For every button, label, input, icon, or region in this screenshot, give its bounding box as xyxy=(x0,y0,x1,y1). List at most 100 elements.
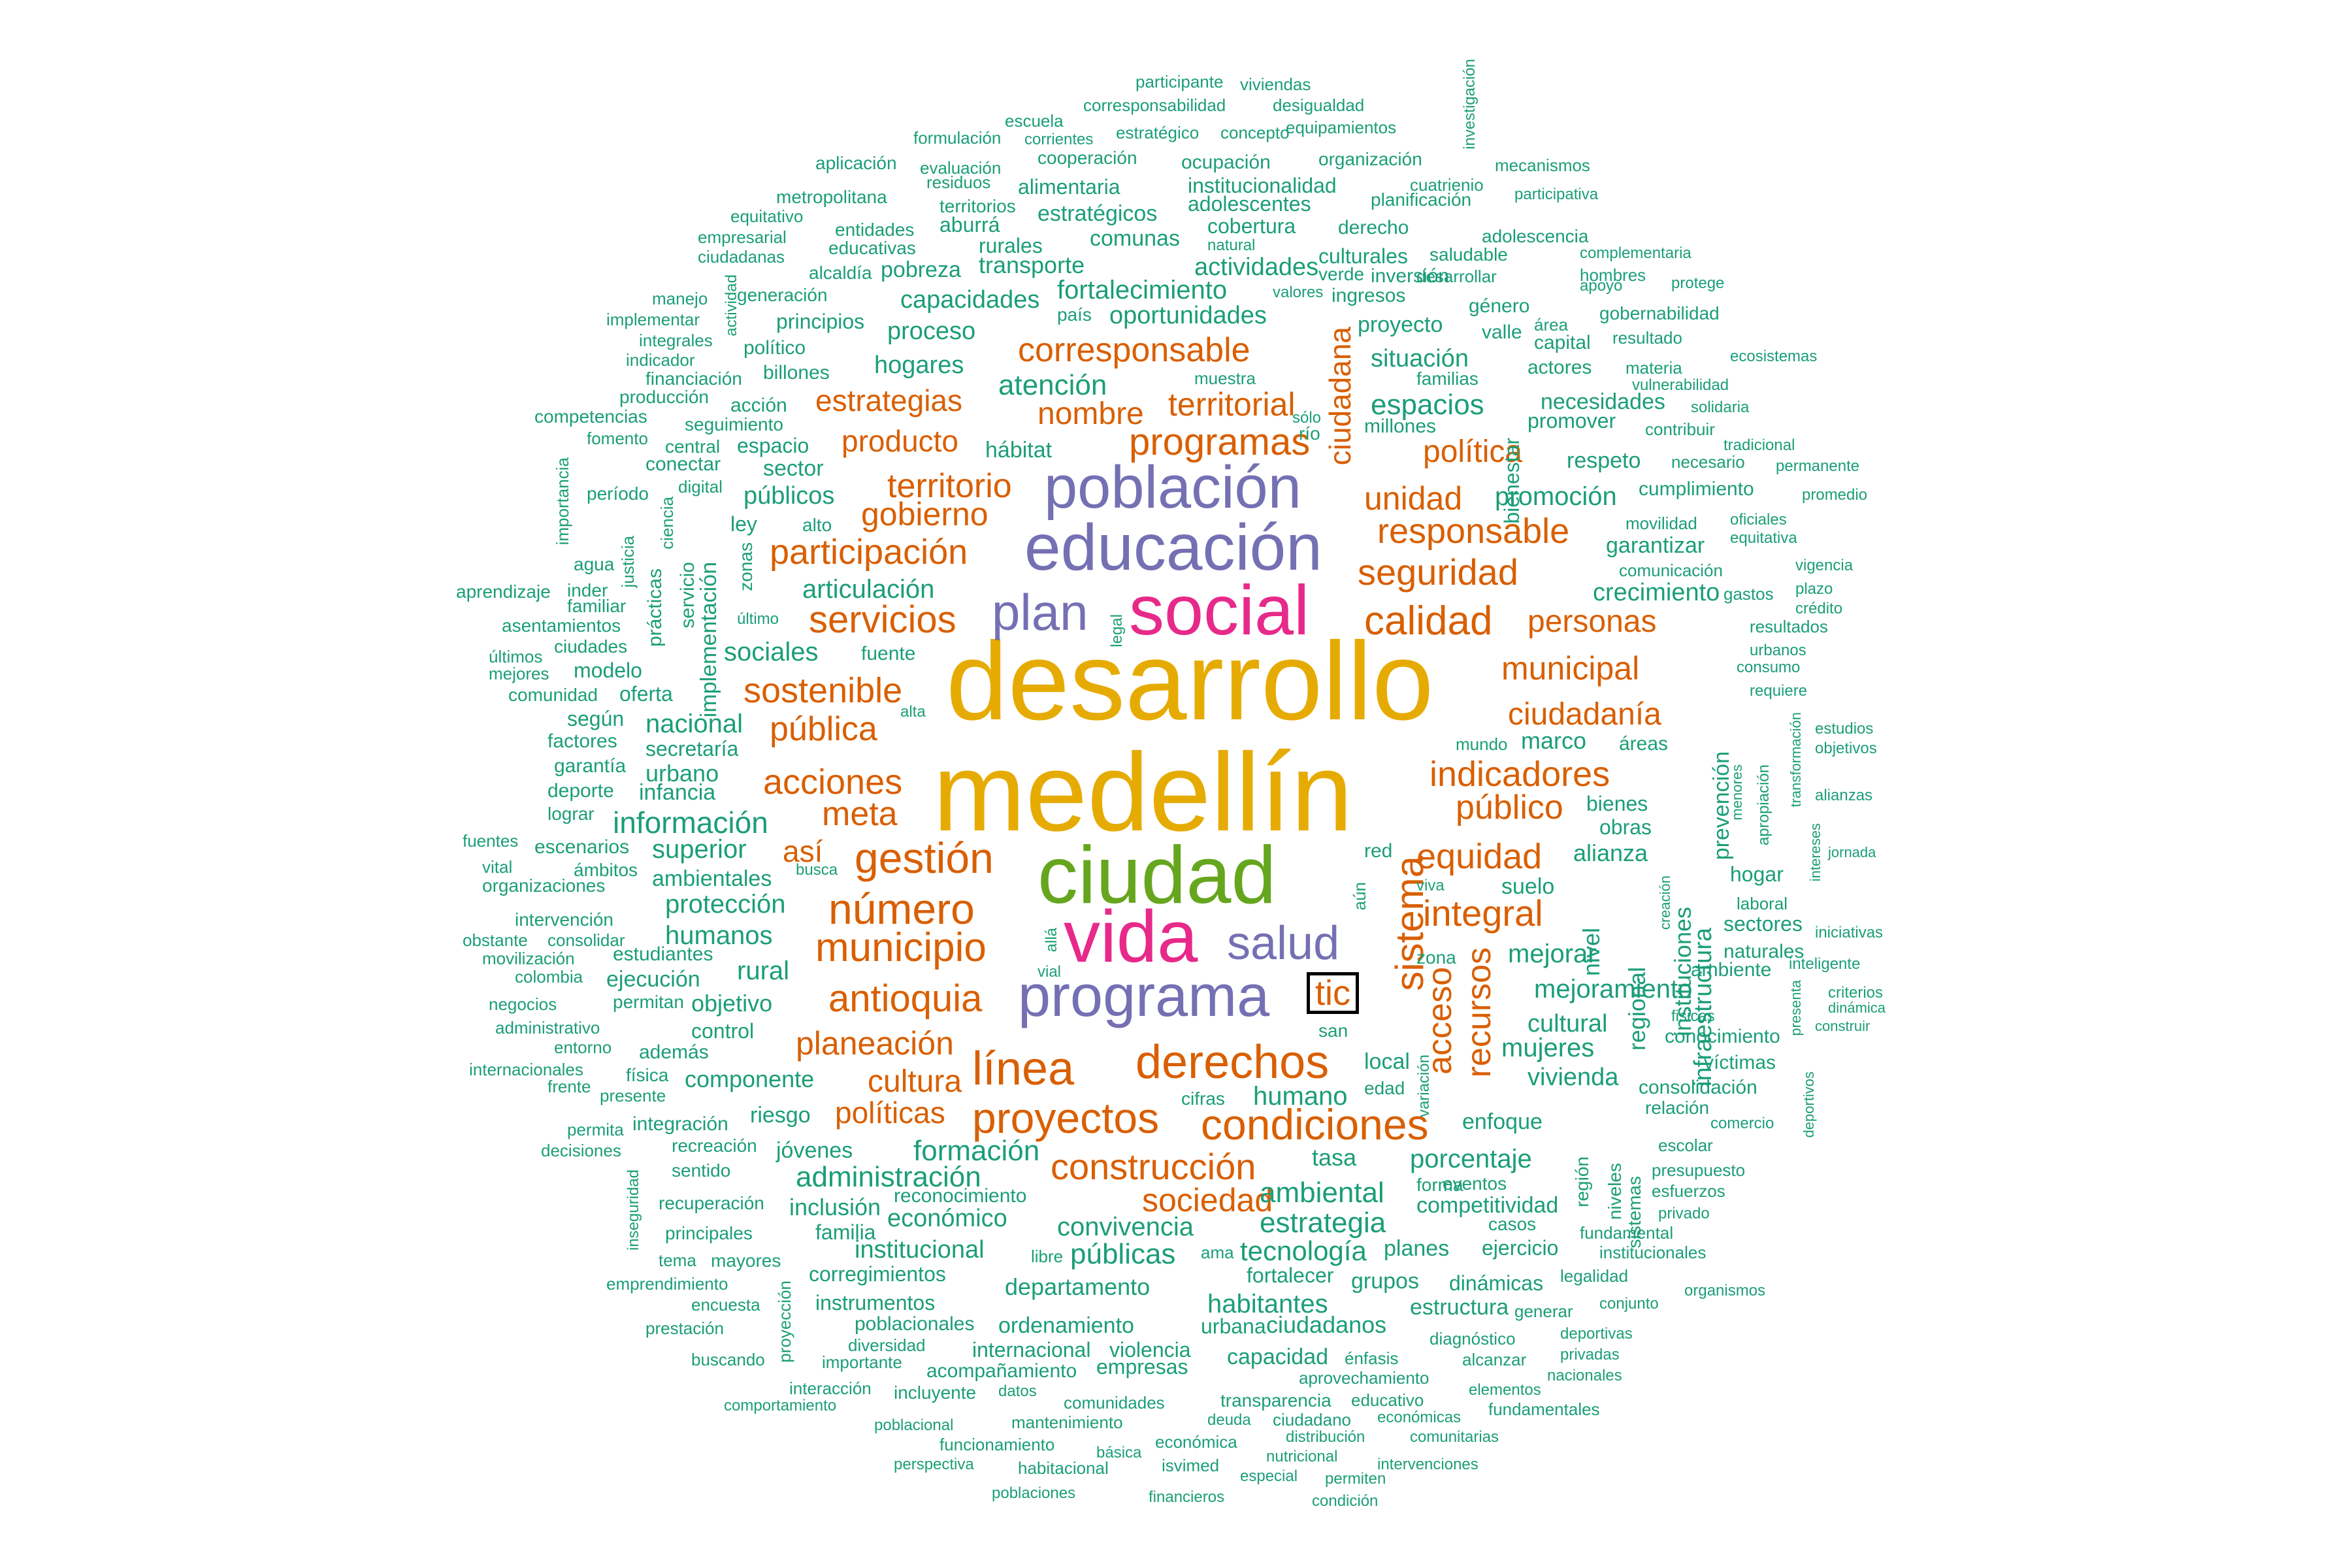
word-deuda: deuda xyxy=(1207,1411,1251,1429)
word-equitativo: equitativo xyxy=(730,206,804,226)
word-componente: componente xyxy=(685,1066,815,1092)
word-nutricional: nutricional xyxy=(1266,1448,1338,1465)
word-ecosistemas: ecosistemas xyxy=(1730,348,1818,365)
word-informacion: información xyxy=(613,806,768,840)
word-solo: sólo xyxy=(1292,409,1322,427)
word-empresarial: empresarial xyxy=(698,227,787,247)
word-solidaria: solidaria xyxy=(1691,399,1750,416)
word-servicios: servicios xyxy=(809,598,956,641)
word-participacion: participación xyxy=(770,532,968,572)
word-programas: programas xyxy=(1129,421,1311,463)
word-administracion: administración xyxy=(796,1161,981,1193)
word-linea: línea xyxy=(972,1043,1075,1095)
word-promedio: promedio xyxy=(1802,486,1868,504)
word-participante: participante xyxy=(1135,72,1224,91)
word-administrativo: administrativo xyxy=(495,1018,600,1037)
word-victimas: víctimas xyxy=(1704,1052,1776,1073)
word-interaccion: interacción xyxy=(789,1379,872,1398)
word-practicas: prácticas xyxy=(644,568,666,647)
word-buscando: buscando xyxy=(691,1350,765,1369)
word-municipal: municipal xyxy=(1501,650,1640,687)
word-formulacion: formulación xyxy=(913,128,1002,148)
word-privadas: privadas xyxy=(1560,1346,1620,1364)
word-organismos: organismos xyxy=(1684,1282,1766,1299)
word-social: social xyxy=(1129,570,1310,649)
word-oferta: oferta xyxy=(619,682,673,706)
word-variacion: variación xyxy=(1415,1054,1433,1118)
word-enfasis: énfasis xyxy=(1345,1348,1399,1368)
word-politico: político xyxy=(743,337,806,359)
word-comunitarias: comunitarias xyxy=(1410,1428,1499,1446)
word-comunas: comunas xyxy=(1090,226,1180,251)
word-seguridad: seguridad xyxy=(1358,551,1518,593)
word-economica: económica xyxy=(1155,1432,1237,1452)
word-educativas: educativas xyxy=(828,238,916,258)
word-importancia: importancia xyxy=(553,457,572,546)
word-comunicacion: comunicación xyxy=(1619,561,1723,580)
word-deporte: deporte xyxy=(547,780,614,802)
word-cifras: cifras xyxy=(1181,1088,1225,1109)
word-implementacion: implementación xyxy=(696,562,721,718)
word-espacios: espacios xyxy=(1371,389,1484,421)
word-unidad: unidad xyxy=(1364,480,1463,517)
word-red: red xyxy=(1364,840,1393,862)
word-planeacion: planeación xyxy=(796,1025,954,1062)
word-educacion: educación xyxy=(1024,511,1322,584)
word-ciudadanas: ciudadanas xyxy=(698,247,785,267)
word-incluyente: incluyente xyxy=(894,1382,977,1403)
word-hogares: hogares xyxy=(874,351,964,379)
word-crecimiento: crecimiento xyxy=(1593,579,1720,606)
word-promocion: promoción xyxy=(1495,482,1617,511)
word-generar: generar xyxy=(1514,1301,1573,1321)
word-inversion: inversión xyxy=(1371,265,1450,287)
word-generacion: generación xyxy=(737,285,828,305)
word-jornada: jornada xyxy=(1828,844,1876,860)
word-reconocimiento: reconocimiento xyxy=(894,1185,1027,1207)
word-plazo: plazo xyxy=(1795,580,1833,598)
word-control: control xyxy=(691,1019,755,1043)
word-comunidad: comunidad xyxy=(508,685,598,705)
word-urbana: urbana xyxy=(1201,1315,1266,1338)
word-libre: libre xyxy=(1031,1247,1064,1266)
word-alianza: alianza xyxy=(1573,840,1648,866)
word-recreacion: recreación xyxy=(672,1135,757,1156)
word-presenta: presenta xyxy=(1788,980,1804,1036)
word-urbano: urbano xyxy=(645,760,719,787)
word-sostenible: sostenible xyxy=(743,671,903,710)
word-creacion: creación xyxy=(1657,875,1673,930)
word-organizacion: organización xyxy=(1318,149,1422,169)
word-enfoque: enfoque xyxy=(1462,1109,1543,1134)
word-construir: construir xyxy=(1815,1018,1870,1034)
word-conjunto: conjunto xyxy=(1599,1295,1659,1313)
word-intervencion: intervención xyxy=(515,909,613,930)
word-central: central xyxy=(665,436,721,457)
word-conocimiento: conocimiento xyxy=(1665,1026,1780,1047)
word-credito: crédito xyxy=(1795,600,1843,617)
word-genero: género xyxy=(1469,295,1530,317)
word-deportivos: deportivos xyxy=(1801,1071,1817,1138)
word-corresponsable: corresponsable xyxy=(1018,331,1250,369)
word-inteligente: inteligente xyxy=(1789,955,1861,973)
word-derechos: derechos xyxy=(1135,1036,1330,1088)
word-obras: obras xyxy=(1599,815,1652,839)
word-consumo: consumo xyxy=(1737,659,1801,676)
word-ambiente: ambiente xyxy=(1691,959,1772,981)
word-comunidades: comunidades xyxy=(1064,1393,1165,1413)
word-criterios: criterios xyxy=(1828,984,1884,1002)
word-relacion: relación xyxy=(1645,1098,1710,1118)
word-presente: presente xyxy=(600,1086,666,1105)
word-fuentes: fuentes xyxy=(463,831,519,851)
word-permita: permita xyxy=(567,1120,624,1139)
word-accion: acción xyxy=(730,395,787,416)
word-violencia: violencia xyxy=(1109,1338,1191,1362)
word-empresas: empresas xyxy=(1096,1355,1188,1379)
word-secretaria: secretaría xyxy=(645,737,739,760)
word-valle: valle xyxy=(1482,321,1522,343)
word-pais: país xyxy=(1057,304,1092,325)
word-articulacion: articulación xyxy=(802,575,935,604)
word-construccion: construcción xyxy=(1051,1146,1256,1187)
word-fisica: física xyxy=(626,1065,669,1085)
word-ciudadano: ciudadano xyxy=(1273,1410,1351,1429)
word-esfuerzos: esfuerzos xyxy=(1652,1181,1725,1201)
